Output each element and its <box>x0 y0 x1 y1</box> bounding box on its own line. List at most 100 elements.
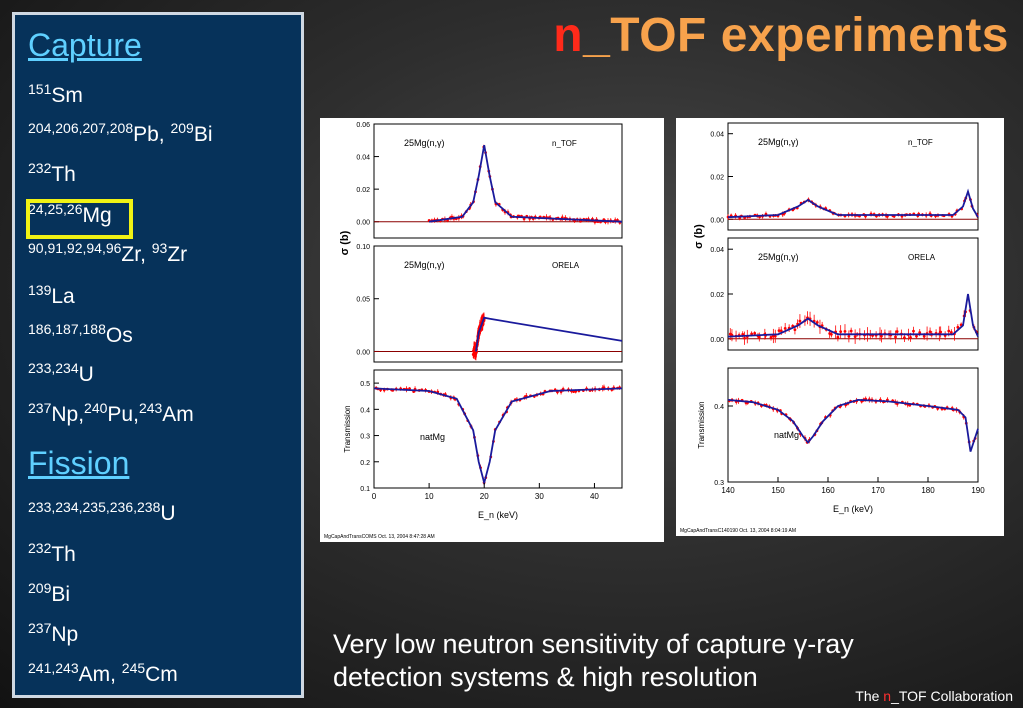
capture-heading[interactable]: Capture <box>28 27 142 63</box>
mg-label-2: natMg <box>774 430 799 440</box>
fission-item-4: 241,243Am, 245Cm <box>28 660 178 687</box>
mg-label-2: natMg <box>420 432 445 442</box>
capture-item-2: 232Th <box>28 160 76 187</box>
reaction-label-1: 25Mg(n,γ) <box>758 252 799 262</box>
xtick-label-2: 20 <box>480 492 489 501</box>
ytick-label-2-3: 0.4 <box>360 407 370 414</box>
point-1-36 <box>839 330 843 334</box>
capture-item-6-el: Os <box>105 324 133 347</box>
fission-item-4-sup: 241,243 <box>28 660 79 676</box>
ytick-label-2-1: 0.2 <box>360 460 370 467</box>
point-1-18 <box>783 326 787 330</box>
ytick-label-2-2: 0.3 <box>360 434 370 441</box>
sigma-ylabel: σ (b) <box>339 230 351 255</box>
reaction-label-0: 25Mg(n,γ) <box>404 138 445 148</box>
xtick-label-2: 160 <box>821 486 835 495</box>
chart-right-svg: 0.00 0.02 0.04 25Mg(n,γ) n_TOF 0.00 0.02 0.04 25… <box>680 122 985 534</box>
panel-frame-0 <box>373 123 623 239</box>
panel-frame-2 <box>727 367 979 483</box>
fit-line-1 <box>727 293 979 338</box>
capture-item-4: 90,91,92,94,96Zr, 93Zr <box>28 240 187 267</box>
xtick-label-4: 180 <box>921 486 935 495</box>
fit-line-2 <box>373 387 623 487</box>
capture-item-7: 233,234U <box>28 360 94 387</box>
fission-item-2-el: Bi <box>51 583 71 606</box>
capture-item-3-sup: 24,25,26 <box>28 201 83 217</box>
fission-item-1-sup: 232 <box>28 540 52 556</box>
point-1-58 <box>909 335 912 339</box>
credit-post: _TOF Collaboration <box>891 688 1013 704</box>
point-1-62 <box>922 334 926 338</box>
capture-item-5-sup: 139 <box>28 282 52 298</box>
capture-item-4-el2: Zr <box>167 243 188 266</box>
xtick-label-3: 30 <box>535 492 544 501</box>
title-rest: _TOF experiments <box>583 9 1009 62</box>
caption-line-2: detection systems & high resolution <box>333 662 758 692</box>
capture-item-1-sup: 204,206,207,208 <box>28 120 134 136</box>
capture-item-1: 204,206,207,208Pb, 209Bi <box>28 120 213 147</box>
point-1-8 <box>753 331 757 335</box>
fission-item-3: 237Np <box>28 620 78 647</box>
ytick-label-0-1: 0.02 <box>356 187 370 194</box>
capture-item-7-el: U <box>78 363 94 386</box>
fission-item-0-sup: 233,234,235,236,238 <box>28 499 161 515</box>
fit-line-0 <box>727 188 979 219</box>
trans-ylabel: Transmission <box>343 405 352 452</box>
fit-line-1 <box>475 316 623 352</box>
ytick-label-1-2: 0.10 <box>356 244 370 251</box>
mg-highlight-box <box>26 199 133 239</box>
xtick-label-1: 150 <box>771 486 785 495</box>
facility-label-1: ORELA <box>908 253 936 262</box>
fission-heading[interactable]: Fission <box>28 445 130 481</box>
fit-line-2 <box>727 398 979 452</box>
point-1-53 <box>894 335 897 339</box>
ytick-label-2-4: 0.5 <box>360 381 370 388</box>
point-1-13 <box>769 335 773 339</box>
caption: Very low neutron sensitivity of capture … <box>333 628 854 694</box>
point-1-21 <box>793 328 797 332</box>
capture-item-8: 237Np,240Pu,243Am <box>28 400 194 427</box>
point-1-37 <box>843 329 847 333</box>
reaction-label-1: 25Mg(n,γ) <box>404 260 445 270</box>
capture-item-0-sup: 151 <box>28 81 52 97</box>
facility-label-1: ORELA <box>552 261 580 270</box>
capture-item-8-sup2: 240 <box>84 400 108 416</box>
point-1-39 <box>849 329 853 333</box>
facility-label-0: n_TOF <box>908 138 933 147</box>
xlabel: E_n (keV) <box>478 510 518 520</box>
mg-chart-right: 0.00 0.02 0.04 25Mg(n,γ) n_TOF 0.00 0.02 0.04 25… <box>676 118 1004 536</box>
figure-footer: MgCapAndTransCOMS Oct. 13, 2004 8:47:28 … <box>324 534 435 540</box>
fission-item-0: 233,234,235,236,238U <box>28 499 176 526</box>
point-1-35 <box>836 335 840 339</box>
ytick-label-0-3: 0.06 <box>356 122 370 129</box>
ytick-label-1-0: 0.00 <box>710 337 724 344</box>
point-1-40 <box>853 335 857 339</box>
capture-item-4-el: Zr, <box>121 243 152 266</box>
point-1-23 <box>798 319 802 323</box>
fission-item-1-el: Th <box>51 543 76 566</box>
point-1-70 <box>947 329 951 333</box>
capture-item-8-el3: Am <box>162 403 194 426</box>
capture-item-4-sup2: 93 <box>151 240 168 256</box>
capture-item-4-sup: 90,91,92,94,96 <box>28 240 122 256</box>
fission-item-2-sup: 209 <box>28 580 52 596</box>
capture-item-8-el2: Pu, <box>107 403 139 426</box>
reaction-label-0: 25Mg(n,γ) <box>758 137 799 147</box>
point-1-73 <box>956 325 960 329</box>
fission-item-2: 209Bi <box>28 580 70 607</box>
capture-item-8-sup3: 243 <box>138 400 163 416</box>
point-1-10 <box>757 335 761 339</box>
point-1-54 <box>895 330 899 333</box>
point-1-17 <box>779 329 783 333</box>
capture-item-7-sup: 233,234 <box>28 360 79 376</box>
capture-item-1-sup2: 209 <box>170 120 194 136</box>
capture-item-2-el: Th <box>51 163 76 186</box>
point-1-60 <box>915 334 918 338</box>
fission-item-0-el: U <box>160 502 176 525</box>
sigma-ylabel: σ (b) <box>693 224 705 249</box>
facility-label-0: n_TOF <box>552 139 577 148</box>
point-1-15 <box>773 334 777 338</box>
fission-item-4-el2: Cm <box>145 663 178 686</box>
point-1-64 <box>928 330 932 334</box>
capture-item-6: 186,187,188Os <box>28 321 133 348</box>
